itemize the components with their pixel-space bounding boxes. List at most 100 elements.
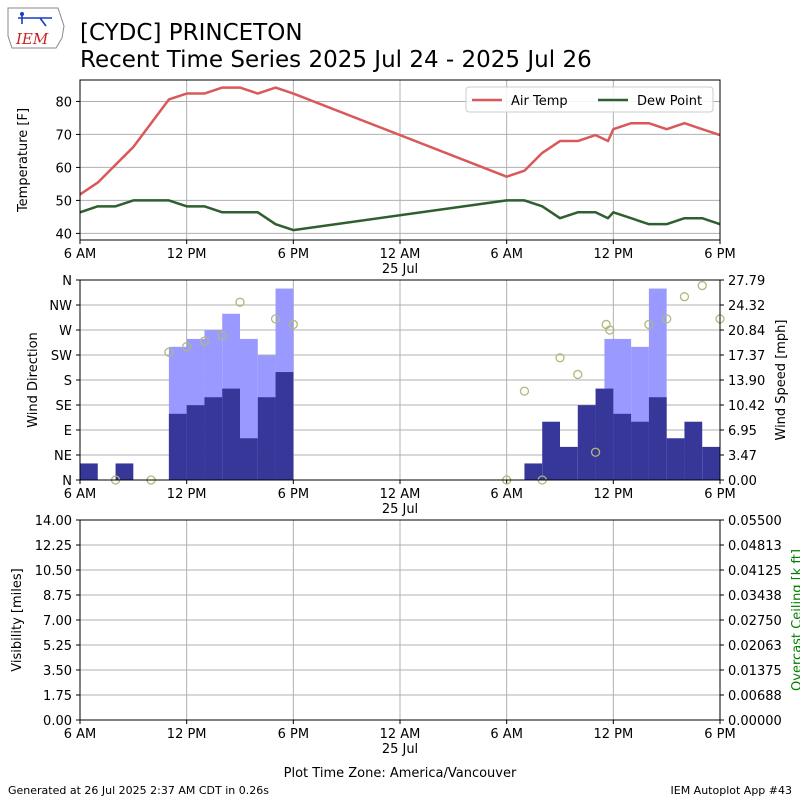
vis-ytick-label: 8.75 — [43, 589, 72, 604]
wind-direction-point — [164, 347, 174, 357]
dew-point-line — [79, 199, 721, 232]
wind-panel: N 0.00 NE 3.47 E 6.95 SE 10.42 S 13.90 SW 17.37 W 20.… — [26, 274, 789, 517]
chart-title-line1: [CYDC] PRINCETON — [80, 20, 303, 46]
temperature-panel: 40 50 60 70 80 6 AM 12 PM 6 PM 12 AM 6 AM 12 PM 6 P… — [16, 79, 736, 277]
wind-dir-tick-label: E — [64, 424, 72, 439]
wind-speed-bar — [613, 413, 632, 480]
wind-xtick-label: 6 PM — [704, 487, 735, 502]
temp-xtick-label: 6 AM — [64, 247, 97, 262]
wind-speed-bar — [80, 463, 98, 480]
ceiling-ytick-label: 0.02750 — [728, 614, 782, 629]
wind-direction-point — [590, 447, 601, 457]
wind-direction-point — [519, 386, 530, 396]
wind-direction-point — [199, 336, 210, 346]
vis-ytick-label: 12.25 — [35, 539, 72, 554]
wind-direction-point — [573, 369, 583, 380]
generated-footer: Generated at 26 Jul 2025 2:37 AM CDT in … — [8, 784, 269, 797]
temp-date-label: 25 Jul — [382, 262, 418, 277]
ceiling-ytick-label: 0.00688 — [728, 689, 782, 704]
visibility-ylabel: Visibility [miles] — [10, 568, 25, 671]
wind-direction-point — [679, 292, 690, 302]
air-temp-line — [79, 86, 721, 196]
wind-speed-bar — [115, 463, 134, 480]
vis-ytick-label: 1.75 — [43, 689, 72, 704]
wind-direction-point — [555, 353, 565, 363]
wind-speed-bar — [257, 397, 276, 480]
temp-xtick-label: 6 PM — [704, 247, 735, 262]
wind-speed-bar — [240, 438, 258, 480]
vis-ytick-label: 7.00 — [43, 614, 72, 629]
wind-direction-point — [662, 314, 672, 324]
vis-xtick-label: 12 PM — [593, 727, 633, 742]
wind-speed-bar — [702, 446, 720, 480]
vis-frame — [79, 519, 721, 721]
vis-ytick-label: 5.25 — [43, 639, 72, 654]
wind-speed-tick-label: 24.32 — [728, 299, 765, 314]
temp-ytick-label: 60 — [55, 161, 72, 176]
ceiling-ytick-label: 0.00000 — [728, 714, 782, 729]
vis-xtick-label: 6 AM — [64, 727, 97, 742]
wind-speed-bar — [666, 438, 685, 480]
wind-speed-tick-label: 20.84 — [728, 324, 765, 339]
ceiling-ytick-label: 0.02063 — [728, 639, 782, 654]
temp-frame — [79, 79, 721, 241]
ceiling-ylabel: Overcast Ceiling [k ft] — [790, 549, 800, 691]
wind-frame — [79, 279, 721, 481]
vis-date-label: 25 Jul — [382, 742, 418, 757]
app-footer: IEM Autoplot App #43 — [671, 784, 793, 797]
ceiling-ytick-label: 0.03438 — [728, 589, 782, 604]
wind-xtick-label: 6 AM — [64, 487, 97, 502]
wind-speed-bar — [595, 388, 614, 480]
vis-xtick-label: 12 PM — [167, 727, 207, 742]
chart-title-line2: Recent Time Series 2025 Jul 24 - 2025 Ju… — [80, 47, 592, 73]
vis-ytick-label: 14.00 — [35, 514, 72, 529]
wind-xtick-label: 6 PM — [278, 487, 309, 502]
wind-dir-tick-label: N — [62, 274, 72, 289]
visibility-panel: 0.00 0.00000 1.75 0.00688 3.50 0.01375 5.25 0.0… — [10, 514, 800, 757]
wind-dir-tick-label: SW — [51, 349, 72, 364]
wind-speed-bar — [684, 421, 703, 480]
wind-direction-point — [697, 280, 707, 291]
wind-speed-tick-label: 17.37 — [728, 349, 765, 364]
wind-dir-tick-label: N — [62, 474, 72, 489]
wind-speed-bar — [222, 388, 240, 480]
wind-direction-point — [217, 330, 227, 341]
wind-direction-point — [270, 314, 281, 324]
temp-ytick-label: 80 — [55, 95, 72, 110]
vis-xtick-label: 6 PM — [704, 727, 735, 742]
wind-speed-bar — [631, 421, 649, 480]
legend-box — [465, 86, 714, 113]
iem-logo: IEM — [7, 7, 65, 49]
wind-dir-tick-label: NE — [54, 449, 72, 464]
vis-ytick-label: 10.50 — [35, 564, 72, 579]
wind-speed-bar — [560, 446, 578, 480]
temp-ytick-label: 50 — [55, 194, 72, 209]
wind-speed-bar — [275, 372, 294, 480]
vis-ytick-label: 3.50 — [43, 664, 72, 679]
wind-xtick-label: 12 PM — [167, 487, 207, 502]
wind-speed-tick-label: 3.47 — [728, 449, 757, 464]
temp-xtick-label: 12 PM — [167, 247, 207, 262]
wind-dir-tick-label: W — [59, 324, 72, 339]
wind-speed-ylabel: Wind Speed [mph] — [774, 320, 789, 441]
wind-speed-tick-label: 6.95 — [728, 424, 757, 439]
wind-speed-bar — [577, 405, 596, 480]
temp-xtick-label: 6 PM — [278, 247, 309, 262]
wind-dir-tick-label: NW — [49, 299, 72, 314]
ceiling-ytick-label: 0.04125 — [728, 564, 782, 579]
temp-ytick-label: 40 — [55, 227, 72, 242]
ceiling-ytick-label: 0.01375 — [728, 664, 782, 679]
temp-legend: Air Temp Dew Point — [465, 86, 714, 113]
legend-entry: Dew Point — [637, 94, 702, 109]
wind-xtick-label: 6 AM — [490, 487, 523, 502]
temp-ylabel: Temperature [F] — [16, 108, 31, 213]
temp-xtick-label: 12 AM — [380, 247, 421, 262]
timezone-label: Plot Time Zone: America/Vancouver — [284, 766, 517, 781]
temp-ytick-label: 70 — [55, 128, 72, 143]
wind-speed-bar — [524, 463, 543, 480]
wind-direction-point — [182, 342, 192, 352]
wind-direction-ylabel: Wind Direction — [26, 332, 41, 428]
legend-entry: Air Temp — [511, 94, 568, 109]
wind-speed-tick-label: 10.42 — [728, 399, 765, 414]
